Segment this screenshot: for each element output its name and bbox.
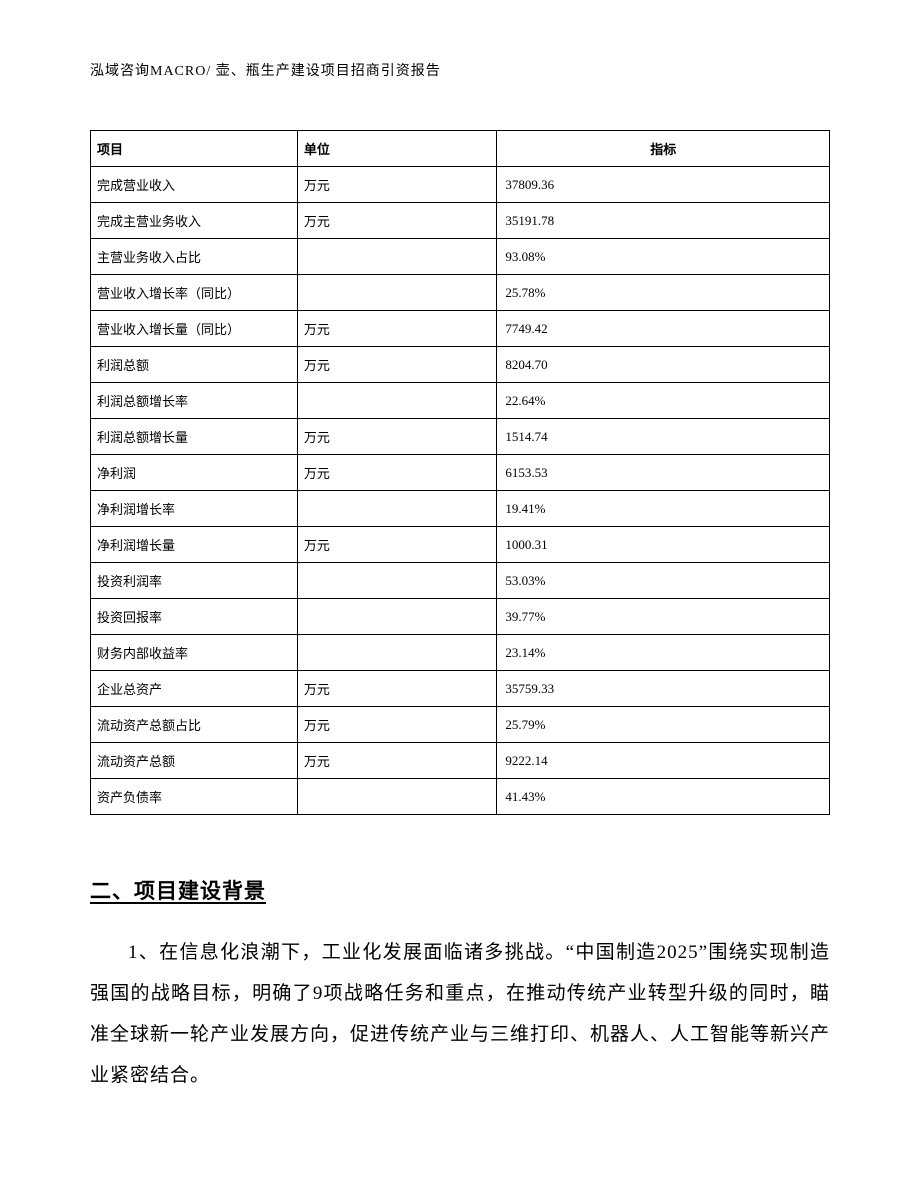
table-row: 财务内部收益率 23.14% [91,635,830,671]
cell-item: 营业收入增长率（同比） [91,275,298,311]
table-header-row: 项目 单位 指标 [91,131,830,167]
col-header-value: 指标 [497,131,830,167]
section-heading: 二、项目建设背景 [90,875,830,905]
table-row: 流动资产总额占比 万元 25.79% [91,707,830,743]
cell-value: 8204.70 [497,347,830,383]
cell-item: 完成主营业务收入 [91,203,298,239]
cell-item: 企业总资产 [91,671,298,707]
cell-value: 39.77% [497,599,830,635]
cell-value: 23.14% [497,635,830,671]
cell-value: 25.78% [497,275,830,311]
cell-item: 完成营业收入 [91,167,298,203]
cell-value: 22.64% [497,383,830,419]
cell-unit: 万元 [297,203,497,239]
cell-item: 财务内部收益率 [91,635,298,671]
cell-unit: 万元 [297,167,497,203]
cell-unit [297,599,497,635]
cell-value: 19.41% [497,491,830,527]
cell-unit: 万元 [297,743,497,779]
cell-item: 投资回报率 [91,599,298,635]
cell-item: 利润总额 [91,347,298,383]
col-header-unit: 单位 [297,131,497,167]
cell-unit: 万元 [297,455,497,491]
cell-item: 利润总额增长量 [91,419,298,455]
table-body: 完成营业收入 万元 37809.36 完成主营业务收入 万元 35191.78 … [91,167,830,815]
cell-value: 9222.14 [497,743,830,779]
cell-unit [297,275,497,311]
data-table: 项目 单位 指标 完成营业收入 万元 37809.36 完成主营业务收入 万元 … [90,130,830,815]
page-header: 泓域咨询MACRO/ 壶、瓶生产建设项目招商引资报告 [90,60,830,80]
cell-unit [297,491,497,527]
table-row: 营业收入增长量（同比） 万元 7749.42 [91,311,830,347]
table-row: 投资利润率 53.03% [91,563,830,599]
cell-value: 1514.74 [497,419,830,455]
cell-unit [297,383,497,419]
cell-item: 净利润 [91,455,298,491]
cell-value: 6153.53 [497,455,830,491]
table-row: 资产负债率 41.43% [91,779,830,815]
table-row: 投资回报率 39.77% [91,599,830,635]
cell-item: 资产负债率 [91,779,298,815]
cell-unit: 万元 [297,311,497,347]
cell-unit [297,779,497,815]
cell-value: 53.03% [497,563,830,599]
cell-item: 主营业务收入占比 [91,239,298,275]
table-row: 利润总额增长量 万元 1514.74 [91,419,830,455]
cell-value: 37809.36 [497,167,830,203]
body-paragraph: 1、在信息化浪潮下，工业化发展面临诸多挑战。“中国制造2025”围绕实现制造强国… [90,933,830,1096]
table-row: 净利润 万元 6153.53 [91,455,830,491]
table-row: 企业总资产 万元 35759.33 [91,671,830,707]
table-row: 流动资产总额 万元 9222.14 [91,743,830,779]
table-row: 净利润增长率 19.41% [91,491,830,527]
cell-value: 7749.42 [497,311,830,347]
cell-value: 35191.78 [497,203,830,239]
cell-value: 25.79% [497,707,830,743]
cell-item: 营业收入增长量（同比） [91,311,298,347]
cell-unit: 万元 [297,671,497,707]
cell-item: 净利润增长量 [91,527,298,563]
cell-unit [297,635,497,671]
cell-item: 流动资产总额 [91,743,298,779]
cell-unit [297,563,497,599]
table-row: 利润总额 万元 8204.70 [91,347,830,383]
cell-item: 投资利润率 [91,563,298,599]
cell-value: 1000.31 [497,527,830,563]
cell-value: 93.08% [497,239,830,275]
cell-value: 41.43% [497,779,830,815]
table-row: 主营业务收入占比 93.08% [91,239,830,275]
table-row: 利润总额增长率 22.64% [91,383,830,419]
cell-value: 35759.33 [497,671,830,707]
table-row: 完成主营业务收入 万元 35191.78 [91,203,830,239]
table-row: 营业收入增长率（同比） 25.78% [91,275,830,311]
cell-item: 流动资产总额占比 [91,707,298,743]
cell-item: 利润总额增长率 [91,383,298,419]
cell-unit [297,239,497,275]
table-row: 净利润增长量 万元 1000.31 [91,527,830,563]
cell-unit: 万元 [297,419,497,455]
cell-unit: 万元 [297,707,497,743]
cell-unit: 万元 [297,527,497,563]
cell-unit: 万元 [297,347,497,383]
cell-item: 净利润增长率 [91,491,298,527]
col-header-item: 项目 [91,131,298,167]
table-row: 完成营业收入 万元 37809.36 [91,167,830,203]
